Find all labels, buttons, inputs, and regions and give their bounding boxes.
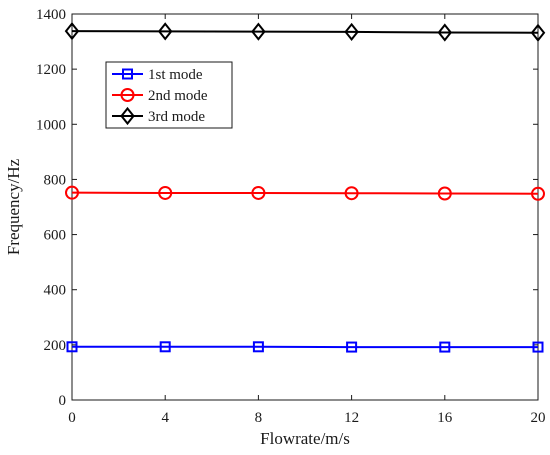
data-point	[437, 23, 453, 42]
x-tick-label: 4	[161, 410, 169, 426]
x-tick-label: 12	[344, 410, 359, 426]
x-tick-label: 0	[68, 410, 76, 426]
series-layer	[64, 21, 546, 353]
data-point	[64, 21, 80, 41]
x-tick-label: 8	[255, 410, 263, 426]
legend: 1st mode 2nd mode 3rd mode	[105, 61, 233, 129]
data-point	[532, 341, 544, 353]
x-tick-label: 16	[437, 410, 453, 426]
y-tick-label: 800	[44, 172, 67, 188]
series-1	[66, 341, 544, 353]
data-point	[66, 341, 78, 353]
legend-label: 3rd mode	[148, 109, 205, 125]
legend-label: 2nd mode	[148, 88, 208, 104]
data-point	[252, 341, 264, 353]
legend-marker	[122, 68, 133, 80]
data-point	[439, 341, 451, 353]
data-point	[157, 22, 173, 41]
data-point	[251, 22, 266, 41]
data-point	[251, 185, 266, 200]
y-tick-label: 200	[44, 338, 67, 354]
data-point	[530, 23, 546, 42]
y-tick-label: 400	[44, 283, 67, 299]
data-point	[531, 186, 545, 201]
legend-entry: 3rd mode	[112, 106, 205, 126]
legend-label: 1st mode	[148, 67, 203, 83]
legend-entry: 2nd mode	[112, 88, 208, 104]
y-tick-label: 1000	[36, 117, 66, 133]
data-point	[159, 341, 171, 353]
y-tick-label: 0	[59, 393, 67, 409]
data-point	[158, 185, 173, 200]
series-line	[71, 191, 539, 195]
legend-marker	[120, 88, 135, 102]
x-tick-label: 20	[531, 410, 546, 426]
y-tick-label: 1400	[36, 7, 66, 23]
data-point	[437, 186, 452, 201]
legend-entry: 1st mode	[112, 67, 203, 83]
x-axis-label: Flowrate/m/s	[260, 429, 350, 448]
y-tick-label: 600	[44, 228, 67, 244]
series-3	[64, 21, 546, 42]
data-point	[344, 22, 359, 42]
data-point	[65, 185, 79, 200]
y-tick-label: 1200	[36, 62, 66, 78]
y-axis-label: Frequency/Hz	[4, 158, 23, 255]
legend-marker	[120, 106, 135, 126]
series-2	[65, 185, 545, 201]
data-point	[346, 341, 358, 353]
series-line	[71, 30, 539, 34]
data-point	[344, 186, 359, 201]
